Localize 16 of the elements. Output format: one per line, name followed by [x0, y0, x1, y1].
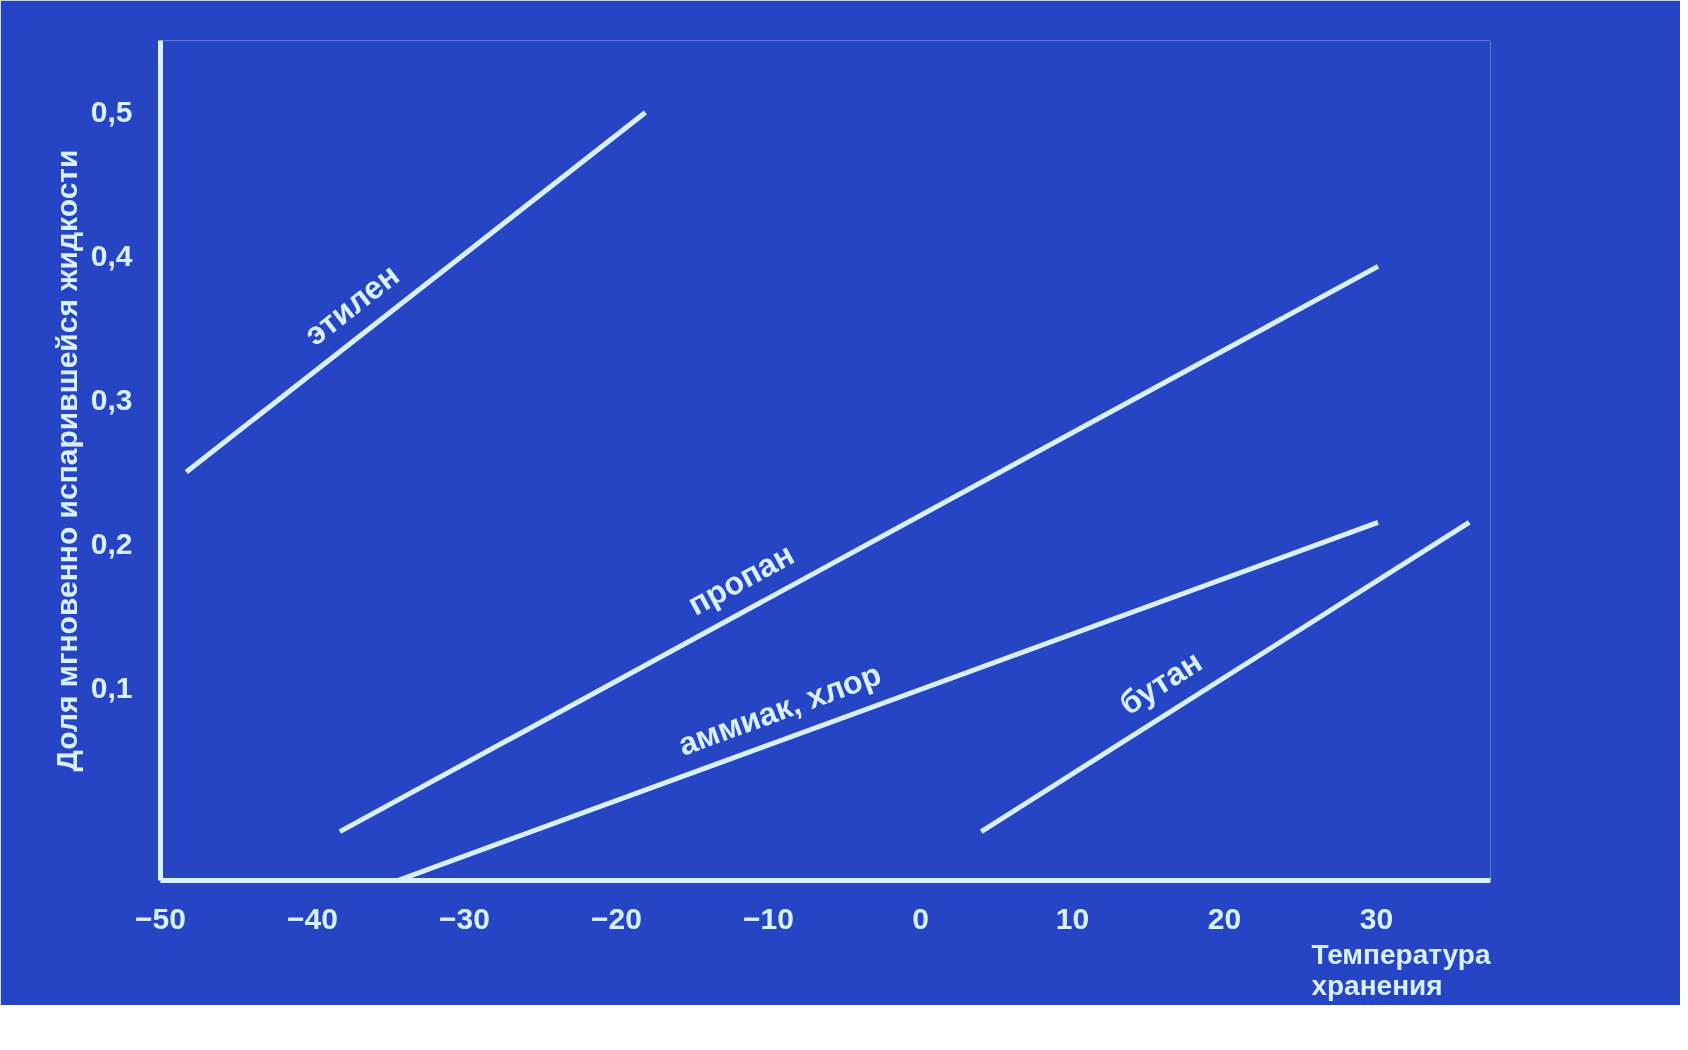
x-tick-label: 20 [1207, 901, 1242, 935]
y-tick-label: 0,5 [90, 95, 133, 129]
y-tick-label: 0,4 [90, 239, 133, 273]
y-tick-label: 0,3 [90, 383, 133, 417]
x-axis-title: Температура хранения [1311, 938, 1491, 1001]
x-tick-label: −40 [287, 901, 338, 935]
y-axis-title: Доля мгновенно испарившейся жидкости [49, 149, 83, 772]
x-tick-label: −20 [591, 901, 642, 935]
x-tick-label: −10 [743, 901, 794, 935]
y-tick-label: 0,1 [90, 670, 133, 704]
y-tick-label: 0,2 [90, 526, 133, 560]
x-tick-label: 30 [1359, 901, 1394, 935]
x-tick-label: 10 [1055, 901, 1090, 935]
x-tick-label: 0 [912, 901, 929, 935]
x-tick-label: −50 [135, 901, 186, 935]
x-tick-label: −30 [439, 901, 490, 935]
